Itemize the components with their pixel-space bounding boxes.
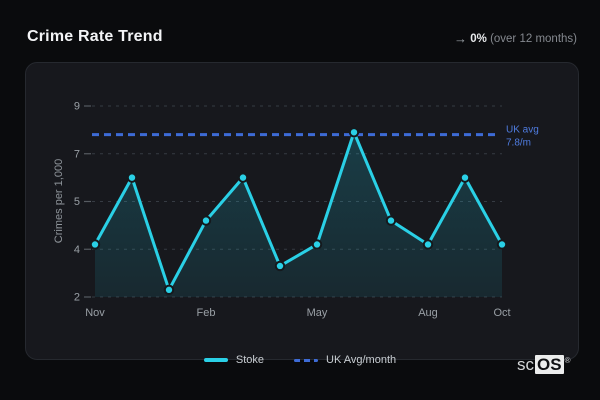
svg-text:Nov: Nov <box>85 307 105 319</box>
page-title: Crime Rate Trend <box>27 28 163 45</box>
trend-caption: (over 12 months) <box>490 33 577 45</box>
legend-item-uk-avg: UK Avg/month <box>294 354 396 366</box>
svg-text:UK avg: UK avg <box>506 125 539 136</box>
scos-logo: sc OS ® <box>517 355 570 378</box>
svg-text:5: 5 <box>74 196 80 208</box>
svg-text:7: 7 <box>74 148 80 160</box>
brand-suffix: OS <box>535 355 564 374</box>
uk-avg-line-swatch <box>294 358 318 362</box>
svg-text:Oct: Oct <box>493 307 510 319</box>
legend-item-stoke: Stoke <box>203 354 264 366</box>
registered-mark: ® <box>564 356 571 365</box>
svg-text:9: 9 <box>74 101 80 113</box>
legend-label-uk-avg: UK Avg/month <box>326 354 397 366</box>
svg-text:2: 2 <box>74 292 80 304</box>
trend-arrow-icon: → <box>454 31 468 46</box>
svg-text:Feb: Feb <box>197 307 216 319</box>
svg-text:May: May <box>307 307 328 319</box>
svg-text:Aug: Aug <box>418 307 438 319</box>
trend-indicator: → 0% (over 12 months) <box>454 31 577 46</box>
trend-value: 0% <box>470 33 487 45</box>
legend-label-stoke: Stoke <box>235 354 264 366</box>
svg-text:4: 4 <box>74 244 80 256</box>
brand-prefix: sc <box>517 355 534 374</box>
svg-text:Crimes per 1,000: Crimes per 1,000 <box>53 159 65 243</box>
svg-text:7.8/m: 7.8/m <box>506 138 531 149</box>
stoke-line-swatch <box>203 358 228 362</box>
chart-legend: Stoke UK Avg/month <box>0 354 600 366</box>
